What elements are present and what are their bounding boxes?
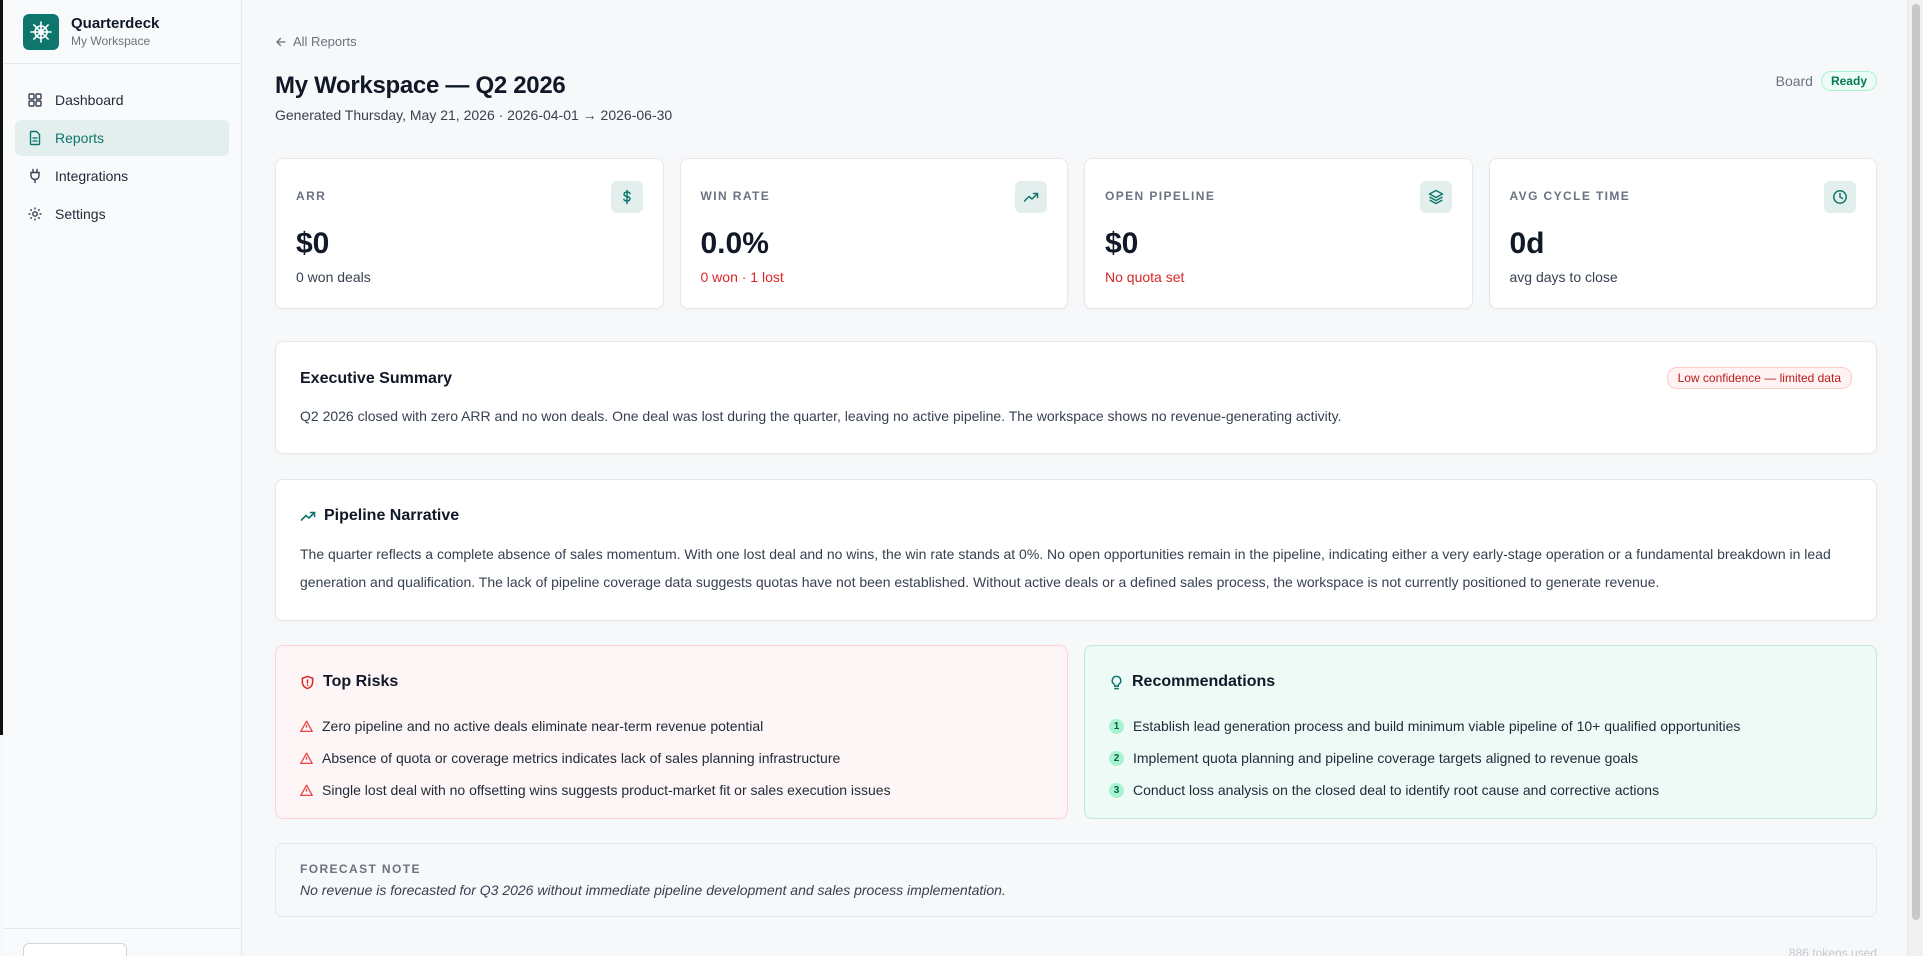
- metric-sub: 0 won · 1 lost: [700, 269, 784, 285]
- metric-value: 0d: [1509, 227, 1545, 260]
- status-badge: Ready: [1820, 71, 1877, 91]
- metric-label: ARR: [296, 189, 327, 203]
- metric-value: $0: [1105, 227, 1139, 260]
- metric-label: OPEN PIPELINE: [1105, 189, 1216, 203]
- metric-card-avg-cycle-time: AVG CYCLE TIME 0d avg days to close: [1488, 158, 1877, 309]
- token-usage: 886 tokens used: [1788, 946, 1877, 956]
- metric-card-open-pipeline: OPEN PIPELINE $0 No quota set: [1084, 158, 1473, 309]
- recommendation-text: Implement quota planning and pipeline co…: [1133, 750, 1639, 766]
- risk-text: Zero pipeline and no active deals elimin…: [322, 718, 764, 734]
- lightbulb-icon: [1111, 675, 1122, 689]
- list-item: 3 Conduct loss analysis on the closed de…: [1109, 774, 1740, 806]
- sidebar-item-label: Integrations: [55, 168, 129, 184]
- sidebar-nav: Dashboard Reports Integrations Settings: [3, 64, 241, 232]
- metric-card-arr: ARR $0 0 won deals: [275, 158, 664, 309]
- confidence-badge: Low confidence — limited data: [1666, 367, 1852, 389]
- card-title: Executive Summary: [300, 370, 453, 387]
- scrollbar-thumb[interactable]: [1912, 4, 1920, 920]
- dollar-icon: [610, 181, 643, 213]
- step-number-badge: 3: [1109, 782, 1124, 798]
- trending-up-icon: [1015, 181, 1047, 213]
- sidebar-item-label: Dashboard: [55, 92, 124, 108]
- dashboard-icon: [28, 93, 42, 107]
- panel-title-label: Recommendations: [1132, 673, 1276, 690]
- page-title: My Workspace — Q2 2026: [275, 72, 566, 99]
- plug-icon: [30, 168, 40, 184]
- summary-text: Q2 2026 closed with zero ARR and no won …: [300, 408, 1342, 424]
- trending-up-icon: [300, 511, 316, 521]
- panel-title: Top Risks: [300, 673, 398, 691]
- metric-label: AVG CYCLE TIME: [1509, 189, 1631, 203]
- executive-summary-card: Executive Summary Low confidence — limit…: [275, 341, 1877, 454]
- workspace-name[interactable]: My Workspace: [71, 34, 151, 48]
- arrow-left-icon: [276, 37, 286, 46]
- warning-icon: [300, 720, 313, 732]
- board-status: Board Ready: [1776, 71, 1877, 91]
- scrollbar[interactable]: [1907, 0, 1923, 956]
- board-label: Board: [1775, 73, 1813, 89]
- step-number-badge: 1: [1109, 718, 1124, 734]
- sidebar-item-dashboard[interactable]: Dashboard: [15, 82, 229, 118]
- list-item: Single lost deal with no offsetting wins…: [300, 774, 891, 806]
- recommendation-text: Establish lead generation process and bu…: [1133, 718, 1741, 734]
- sidebar-item-reports[interactable]: Reports: [15, 120, 229, 156]
- forecast-text: No revenue is forecasted for Q3 2026 wit…: [300, 882, 1006, 898]
- forecast-note: FORECAST NOTE No revenue is forecasted f…: [275, 843, 1877, 917]
- risk-text: Absence of quota or coverage metrics ind…: [322, 750, 841, 766]
- warning-icon: [300, 784, 313, 796]
- metric-sub: No quota set: [1105, 269, 1185, 285]
- panel-title: Recommendations: [1109, 673, 1275, 691]
- report-meta: Generated Thursday, May 21, 2026 · 2026-…: [275, 107, 673, 123]
- helm-logo-icon[interactable]: [23, 13, 59, 50]
- clock-icon: [1824, 181, 1856, 213]
- account-button[interactable]: [23, 943, 127, 956]
- risk-text: Single lost deal with no offsetting wins…: [322, 782, 891, 798]
- shield-alert-icon: [301, 675, 314, 689]
- metric-cards: ARR $0 0 won deals WIN RATE 0.0% 0 won ·…: [275, 158, 1877, 309]
- card-title-label: Pipeline Narrative: [324, 507, 460, 524]
- brand-title: Quarterdeck: [71, 15, 160, 32]
- layers-icon: [1419, 181, 1452, 213]
- report-icon: [29, 130, 41, 146]
- back-to-reports-link[interactable]: All Reports: [275, 34, 357, 49]
- gear-icon: [28, 207, 42, 221]
- window-edge: [0, 0, 3, 735]
- brand: Quarterdeck My Workspace: [3, 0, 241, 64]
- warning-icon: [300, 752, 313, 764]
- forecast-label: FORECAST NOTE: [300, 862, 421, 876]
- panel-title-label: Top Risks: [323, 673, 399, 690]
- recommendations-list: 1 Establish lead generation process and …: [1109, 710, 1740, 806]
- step-number-badge: 2: [1109, 750, 1124, 766]
- risks-list: Zero pipeline and no active deals elimin…: [300, 710, 891, 806]
- metric-sub: avg days to close: [1509, 269, 1618, 285]
- recommendation-text: Conduct loss analysis on the closed deal…: [1133, 782, 1660, 798]
- sidebar-item-label: Settings: [55, 206, 106, 222]
- narrative-text: The quarter reflects a complete absence …: [300, 546, 1831, 590]
- list-item: 1 Establish lead generation process and …: [1109, 710, 1740, 742]
- metric-value: 0.0%: [700, 227, 769, 260]
- list-item: Absence of quota or coverage metrics ind…: [300, 742, 891, 774]
- list-item: Zero pipeline and no active deals elimin…: [300, 710, 891, 742]
- card-title: Pipeline Narrative: [300, 507, 459, 525]
- sidebar-footer: [3, 928, 241, 956]
- sidebar-item-settings[interactable]: Settings: [15, 196, 229, 232]
- metric-value: $0: [296, 227, 330, 260]
- top-risks-panel: Top Risks Zero pipeline and no active de…: [275, 645, 1068, 819]
- list-item: 2 Implement quota planning and pipeline …: [1109, 742, 1740, 774]
- recommendations-panel: Recommendations 1 Establish lead generat…: [1084, 645, 1877, 819]
- sidebar-item-integrations[interactable]: Integrations: [15, 158, 229, 194]
- metric-label: WIN RATE: [700, 189, 771, 203]
- sidebar: Quarterdeck My Workspace Dashboard Repor…: [3, 0, 242, 956]
- pipeline-narrative-card: Pipeline Narrative The quarter reflects …: [275, 479, 1877, 621]
- metric-sub: 0 won deals: [296, 269, 371, 285]
- back-link-label: All Reports: [293, 34, 357, 49]
- sidebar-item-label: Reports: [55, 130, 105, 146]
- metric-card-win-rate: WIN RATE 0.0% 0 won · 1 lost: [679, 158, 1068, 309]
